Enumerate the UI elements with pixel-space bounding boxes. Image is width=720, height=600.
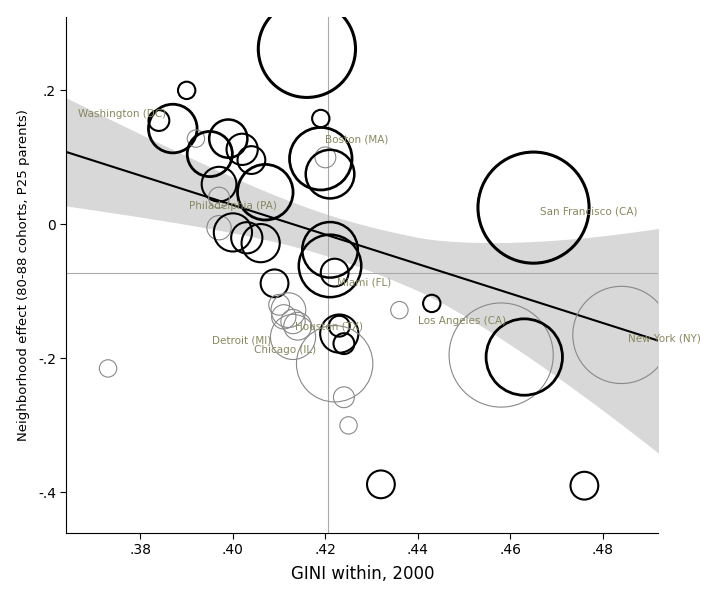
Y-axis label: Neighborhood effect (80-88 cohorts, P25 parents): Neighborhood effect (80-88 cohorts, P25 … xyxy=(17,109,30,440)
Point xyxy=(426,299,438,308)
Point xyxy=(343,421,354,430)
Point xyxy=(246,155,257,165)
Point xyxy=(528,203,539,212)
Text: Boston (MA): Boston (MA) xyxy=(325,134,388,144)
Point xyxy=(320,152,331,162)
Point xyxy=(102,364,114,373)
Point xyxy=(153,116,165,125)
Point xyxy=(181,86,192,95)
Point xyxy=(333,329,345,338)
X-axis label: GINI within, 2000: GINI within, 2000 xyxy=(291,565,434,583)
Text: Philadelphia (PA): Philadelphia (PA) xyxy=(189,201,276,211)
Point xyxy=(394,305,405,315)
Point xyxy=(190,134,202,143)
Point xyxy=(236,145,248,154)
Point xyxy=(274,300,285,310)
Point xyxy=(204,149,215,159)
Point xyxy=(495,350,507,360)
Point xyxy=(227,227,238,237)
Point xyxy=(269,278,280,288)
Point xyxy=(315,154,327,164)
Text: New York (NY): New York (NY) xyxy=(629,334,701,344)
Text: Detroit (MI): Detroit (MI) xyxy=(212,336,271,346)
Point xyxy=(338,392,350,402)
Point xyxy=(579,481,590,490)
Point xyxy=(222,134,234,143)
Text: Washington (DC): Washington (DC) xyxy=(78,109,166,119)
Point xyxy=(241,233,253,242)
Point xyxy=(278,312,289,322)
Point xyxy=(324,169,336,179)
Point xyxy=(255,238,266,248)
Point xyxy=(324,261,336,271)
Point xyxy=(324,245,336,254)
Text: Miami (FL): Miami (FL) xyxy=(337,277,391,287)
Text: San Francisco (CA): San Francisco (CA) xyxy=(541,206,638,217)
Point xyxy=(329,359,341,368)
Point xyxy=(259,187,271,197)
Point xyxy=(292,322,303,331)
Point xyxy=(338,339,350,349)
Point xyxy=(518,352,530,362)
Point xyxy=(167,124,179,133)
Point xyxy=(213,179,225,189)
Point xyxy=(333,322,345,331)
Point xyxy=(616,330,627,340)
Point xyxy=(375,479,387,489)
Text: Houston (TX): Houston (TX) xyxy=(295,322,364,332)
Text: Los Angeles (CA): Los Angeles (CA) xyxy=(418,316,506,326)
Point xyxy=(213,193,225,202)
Point xyxy=(315,114,327,124)
Text: Chicago (IL): Chicago (IL) xyxy=(254,344,316,355)
Point xyxy=(213,223,225,233)
Point xyxy=(329,268,341,277)
Point xyxy=(287,332,299,342)
Point xyxy=(283,305,294,315)
Point xyxy=(287,317,299,326)
Point xyxy=(301,44,312,53)
